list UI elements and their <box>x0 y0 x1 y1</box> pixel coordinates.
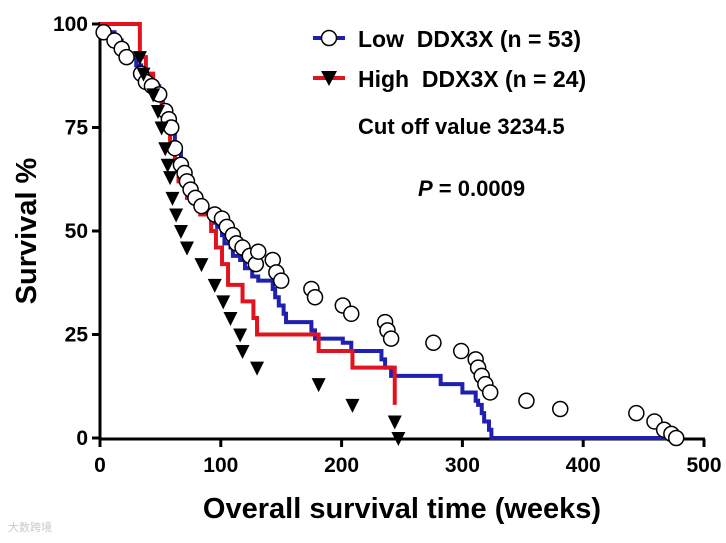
legend: Low DDX3X (n = 53) High DDX3X (n = 24) <box>313 26 586 92</box>
data-point-low <box>667 429 685 447</box>
data-point-high <box>163 171 178 186</box>
x-tick-label: 300 <box>445 454 480 477</box>
data-point-high <box>158 142 173 157</box>
legend-marker-low <box>320 29 338 47</box>
data-point-high <box>345 398 360 413</box>
data-point-low <box>249 243 267 260</box>
x-ticks: 0 100 200 300 400 500 <box>94 439 722 477</box>
p-value-annotation: P = 0.0009 <box>418 176 525 201</box>
data-point-high <box>146 88 161 103</box>
data-point-low <box>452 342 470 360</box>
data-point-high <box>235 345 250 360</box>
data-point-low <box>425 334 442 352</box>
series-layer <box>95 22 685 447</box>
legend-item-low: Low DDX3X (n = 53) <box>313 26 581 52</box>
watermark: 大数跨境 <box>8 522 52 534</box>
y-tick-label: 100 <box>53 13 88 36</box>
data-point-high <box>136 67 151 82</box>
data-point-low <box>95 24 112 41</box>
legend-marker-high <box>321 71 337 86</box>
data-point-high <box>207 278 222 293</box>
data-point-high <box>311 378 326 393</box>
y-tick-label: 50 <box>65 220 88 243</box>
data-point-low <box>272 272 290 289</box>
x-axis-title: Overall survival time (weeks) <box>203 493 601 525</box>
data-point-low <box>382 330 400 347</box>
data-point-low <box>628 404 645 422</box>
data-point-high <box>173 225 188 239</box>
y-tick-label: 0 <box>76 427 88 450</box>
y-tick-label: 75 <box>65 117 89 140</box>
data-point-low <box>518 392 535 409</box>
x-tick-label: 500 <box>686 454 721 477</box>
p-symbol: P <box>418 176 433 201</box>
cutoff-annotation: Cut off value 3234.5 <box>358 114 565 139</box>
legend-item-high: High DDX3X (n = 24) <box>313 66 586 92</box>
y-axis-title: Survival % <box>11 157 43 304</box>
data-point-low <box>118 48 135 66</box>
x-tick-label: 200 <box>324 454 359 477</box>
data-point-high <box>150 104 165 119</box>
data-point-high <box>179 241 194 256</box>
data-point-high <box>250 361 265 376</box>
data-point-high <box>132 51 147 66</box>
data-point-low <box>306 288 324 306</box>
legend-label-high: High DDX3X (n = 24) <box>358 66 586 92</box>
x-tick-label: 100 <box>203 454 238 477</box>
y-tick-label: 25 <box>65 324 89 347</box>
data-point-high <box>216 295 231 310</box>
data-point-low <box>343 305 360 323</box>
y-ticks: 0 25 50 75 100 <box>53 13 100 450</box>
data-point-high <box>165 191 180 206</box>
x-tick-label: 400 <box>566 454 601 477</box>
data-point-high <box>391 432 406 446</box>
data-point-high <box>154 121 169 136</box>
data-point-high <box>160 158 175 173</box>
data-point-high <box>169 208 184 223</box>
x-tick-label: 0 <box>94 454 106 477</box>
data-point-low <box>551 400 569 418</box>
data-point-high <box>194 258 209 273</box>
data-point-low <box>481 384 499 401</box>
data-point-high <box>233 328 248 343</box>
p-value: = 0.0009 <box>433 176 525 201</box>
data-point-low <box>193 197 210 215</box>
data-point-high <box>223 311 238 326</box>
data-point-high <box>387 415 402 430</box>
legend-label-low: Low DDX3X (n = 53) <box>358 26 581 52</box>
